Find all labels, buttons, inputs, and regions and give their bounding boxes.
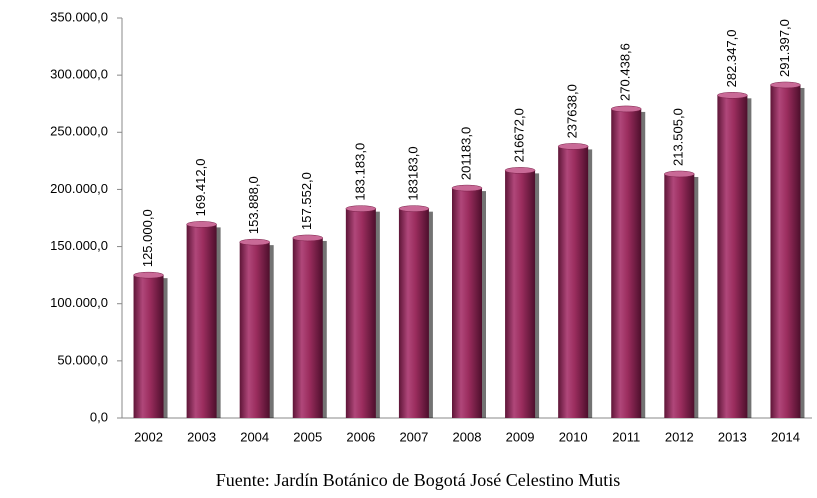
value-label: 153.888,0 <box>246 176 261 234</box>
bar <box>398 208 429 418</box>
y-tick-label: 50.000,0 <box>57 352 108 367</box>
bar-top <box>239 238 270 246</box>
bar <box>345 208 376 418</box>
y-tick-label: 350.000,0 <box>50 9 108 24</box>
value-label: 270.438,6 <box>618 43 633 101</box>
value-label: 282.347,0 <box>724 29 739 87</box>
x-tick-label: 2006 <box>346 429 375 444</box>
bar-top <box>557 143 589 150</box>
x-tick-label: 2011 <box>612 429 640 444</box>
x-tick-label: 2005 <box>293 429 322 444</box>
y-tick-label: 200.000,0 <box>50 181 108 196</box>
y-tick-label: 150.000,0 <box>50 238 108 253</box>
bar <box>558 146 589 419</box>
value-label: 216672,0 <box>512 108 527 162</box>
value-label: 157.552,0 <box>299 172 314 230</box>
x-tick-label: 2007 <box>399 429 428 444</box>
bar-top <box>504 167 536 174</box>
x-tick-label: 2013 <box>718 429 747 444</box>
value-label: 291.397,0 <box>777 19 792 77</box>
y-tick-label: 0,0 <box>90 409 108 424</box>
bar-top <box>770 81 801 89</box>
bar <box>717 95 748 418</box>
bar-top <box>451 184 483 192</box>
bar <box>292 237 323 418</box>
y-tick-label: 250.000,0 <box>50 124 108 139</box>
bar <box>239 242 270 418</box>
x-tick-label: 2014 <box>771 429 800 444</box>
bar <box>505 170 536 418</box>
bar-top <box>292 234 324 242</box>
bar-top <box>133 271 164 279</box>
x-tick-label: 2003 <box>187 429 216 444</box>
value-label: 183183,0 <box>405 146 420 200</box>
x-tick-label: 2009 <box>506 429 535 444</box>
x-tick-label: 2010 <box>559 429 588 444</box>
bar <box>611 108 642 419</box>
value-label: 183.183,0 <box>352 143 367 201</box>
bar <box>133 275 164 418</box>
bar-top <box>345 205 377 212</box>
bar <box>186 224 217 418</box>
bar <box>664 173 695 418</box>
y-tick-label: 300.000,0 <box>50 67 108 82</box>
value-label: 213.505,0 <box>671 108 686 166</box>
bar-top <box>398 205 430 212</box>
bar-top <box>717 92 748 99</box>
bar-top <box>186 221 217 228</box>
x-tick-label: 2002 <box>134 429 163 444</box>
bar-top <box>664 170 695 178</box>
source-note: Fuente: Jardín Botánico de Bogotá José C… <box>216 470 620 490</box>
bar-top <box>610 105 642 113</box>
bar <box>770 84 801 418</box>
value-label: 125.000,0 <box>140 209 155 267</box>
y-tick-label: 100.000,0 <box>50 295 108 310</box>
x-tick-label: 2004 <box>240 429 269 444</box>
bar <box>452 188 482 418</box>
value-label: 201183,0 <box>458 127 473 180</box>
x-tick-label: 2012 <box>665 429 694 444</box>
value-label: 169.412,0 <box>193 159 208 217</box>
x-tick-label: 2008 <box>453 429 482 444</box>
value-label: 237638,0 <box>565 84 580 138</box>
